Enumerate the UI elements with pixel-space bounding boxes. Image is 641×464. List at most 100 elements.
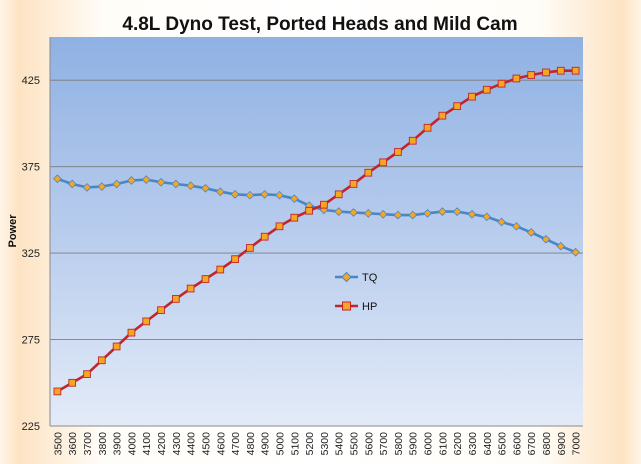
data-point-tq — [275, 190, 284, 200]
data-point-tq — [141, 175, 151, 184]
x-tick-label: 7000 — [571, 432, 583, 456]
x-axis-ticks: 3500 3600 3700 3800 3900 4000 4100 4200 4300 4400… — [52, 432, 582, 456]
series-hp — [53, 66, 580, 396]
x-tick-label: 4400 — [186, 432, 198, 456]
y-tick-label: 425 — [22, 75, 40, 87]
data-point-hp — [571, 66, 580, 75]
data-point-hp — [379, 158, 387, 167]
data-point-hp — [305, 206, 313, 215]
data-point-hp — [142, 317, 151, 326]
plot-area — [50, 37, 583, 426]
data-point-tq — [452, 207, 462, 216]
legend-tq-label: TQ — [362, 272, 378, 284]
x-tick-label: 4000 — [126, 432, 138, 456]
x-tick-label: 5300 — [319, 432, 331, 456]
gridlines — [49, 37, 583, 427]
data-point-hp — [231, 255, 239, 264]
x-tick-label: 6500 — [497, 432, 509, 456]
x-tick-label: 4100 — [141, 432, 153, 456]
x-tick-label: 5400 — [334, 432, 346, 456]
data-point-tq — [571, 247, 580, 257]
data-point-tq — [526, 227, 536, 237]
x-tick-label: 5700 — [378, 432, 390, 456]
data-point-tq — [53, 174, 62, 184]
data-point-hp — [112, 342, 121, 351]
x-tick-label: 6300 — [467, 432, 479, 456]
data-point-tq — [82, 183, 92, 192]
x-tick-label: 6100 — [437, 432, 449, 456]
x-tick-label: 3800 — [97, 432, 109, 456]
y-axis-label: Power — [7, 214, 19, 248]
data-point-hp — [216, 265, 225, 274]
data-point-hp — [171, 295, 180, 303]
data-point-hp — [246, 244, 254, 252]
data-point-tq — [423, 208, 432, 218]
x-tick-label: 3600 — [67, 432, 79, 456]
legend-hp-label: HP — [362, 301, 377, 313]
data-point-hp — [468, 92, 476, 101]
data-point-tq — [289, 194, 299, 204]
data-point-hp — [512, 74, 521, 83]
x-tick-label: 4500 — [200, 432, 212, 456]
x-tick-label: 5500 — [349, 432, 361, 456]
x-tick-label: 3500 — [52, 432, 64, 456]
data-point-hp — [157, 306, 165, 315]
data-point-tq — [497, 217, 506, 227]
data-point-hp — [408, 136, 417, 145]
data-point-hp — [497, 79, 506, 88]
data-point-tq — [171, 179, 181, 189]
data-point-hp — [97, 356, 106, 365]
x-tick-label: 5100 — [289, 432, 301, 456]
data-point-tq — [437, 207, 447, 216]
data-point-hp — [83, 370, 91, 378]
y-tick-label: 275 — [22, 335, 40, 347]
x-tick-label: 5600 — [363, 432, 375, 456]
data-point-tq — [67, 179, 77, 189]
x-tick-label: 3700 — [82, 432, 94, 456]
data-point-tq — [156, 177, 166, 187]
x-tick-label: 4900 — [260, 432, 272, 456]
data-point-hp — [275, 222, 284, 231]
data-point-hp — [260, 232, 269, 241]
y-tick-label: 325 — [22, 248, 40, 260]
data-point-hp — [320, 200, 328, 209]
data-point-hp — [290, 213, 299, 222]
y-tick-label: 225 — [22, 421, 40, 433]
y-tick-label: 375 — [22, 162, 40, 174]
x-tick-label: 4600 — [215, 432, 227, 456]
data-point-hp — [453, 102, 462, 111]
data-point-tq — [97, 182, 107, 191]
x-tick-label: 4200 — [156, 432, 168, 456]
data-point-tq — [482, 212, 492, 222]
data-point-hp — [186, 284, 195, 293]
data-point-tq — [245, 190, 255, 200]
x-tick-label: 3900 — [112, 432, 124, 456]
data-point-tq — [201, 183, 210, 193]
x-tick-label: 6700 — [526, 432, 538, 456]
data-point-tq — [378, 209, 388, 219]
data-point-hp — [334, 190, 343, 199]
data-point-tq — [408, 210, 418, 220]
x-tick-label: 6000 — [423, 432, 435, 456]
data-point-tq — [334, 207, 344, 216]
y-axis-ticks: 225 275 325 375 425 — [22, 75, 40, 433]
data-point-hp — [423, 123, 432, 132]
data-point-hp — [68, 378, 77, 387]
data-point-hp — [542, 68, 550, 77]
x-tick-label: 6400 — [482, 432, 494, 456]
x-tick-label: 4700 — [230, 432, 242, 456]
legend-hp-marker — [342, 301, 351, 311]
x-tick-label: 4300 — [171, 432, 183, 456]
data-point-tq — [112, 179, 121, 189]
data-point-hp — [53, 387, 62, 396]
data-point-tq — [393, 210, 403, 220]
data-point-hp — [364, 168, 373, 177]
data-point-tq — [541, 234, 551, 244]
data-point-tq — [556, 241, 566, 251]
data-point-hp — [127, 328, 136, 337]
data-point-tq — [260, 189, 270, 199]
x-tick-label: 5900 — [408, 432, 420, 456]
legend-tq-marker — [341, 271, 352, 283]
x-tick-label: 6600 — [511, 432, 523, 456]
